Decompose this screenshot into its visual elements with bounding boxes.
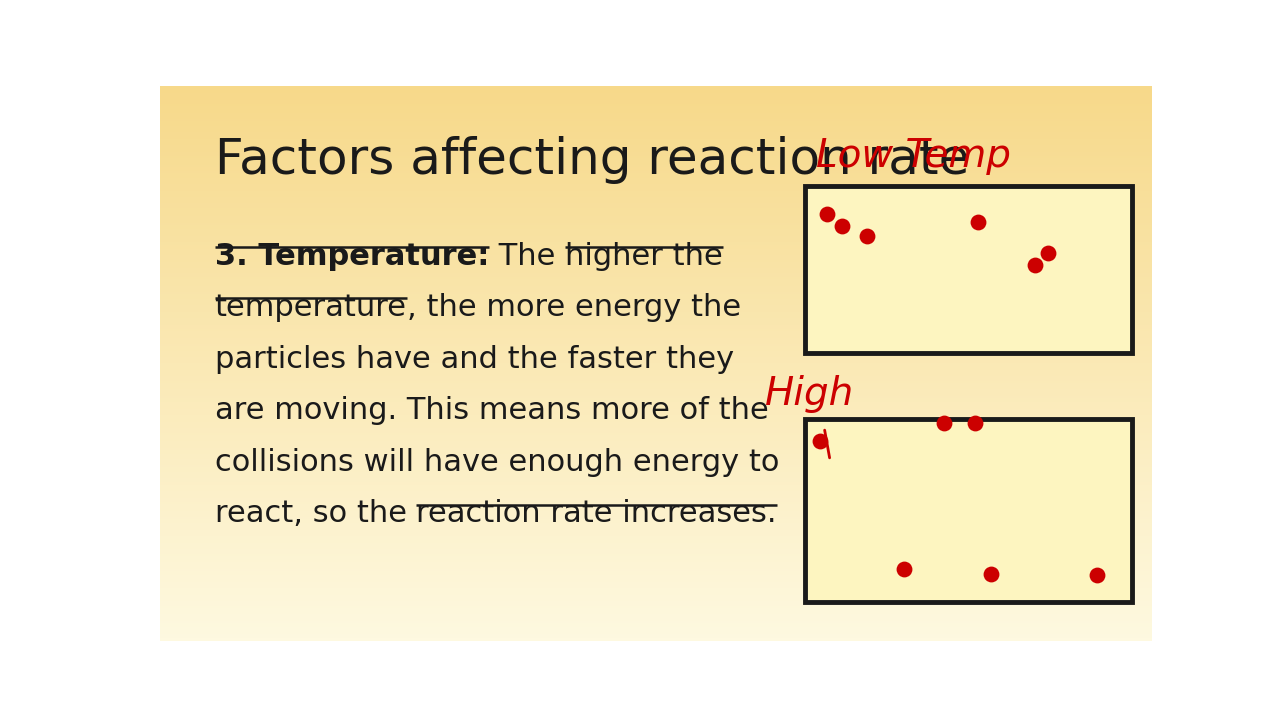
Text: higher the: higher the bbox=[564, 242, 723, 271]
Text: The: The bbox=[489, 242, 564, 271]
Point bbox=[817, 208, 837, 220]
Text: temperature: temperature bbox=[215, 293, 407, 322]
Text: reaction rate increases.: reaction rate increases. bbox=[416, 500, 777, 528]
Bar bbox=[805, 419, 1133, 602]
Point bbox=[933, 417, 954, 428]
Point bbox=[858, 230, 878, 242]
Text: Low Temp: Low Temp bbox=[817, 137, 1011, 175]
Point bbox=[809, 436, 829, 447]
Text: particles have and the faster they: particles have and the faster they bbox=[215, 345, 733, 374]
Text: react, so the: react, so the bbox=[215, 500, 416, 528]
Text: 3. Temperature:: 3. Temperature: bbox=[215, 242, 489, 271]
Text: Factors affecting reaction rate: Factors affecting reaction rate bbox=[215, 136, 969, 184]
Bar bbox=[805, 186, 1133, 353]
Point bbox=[832, 220, 852, 232]
Text: collisions will have enough energy to: collisions will have enough energy to bbox=[215, 448, 780, 477]
Point bbox=[1025, 259, 1046, 271]
Point bbox=[893, 563, 914, 575]
Point bbox=[968, 217, 988, 228]
Point bbox=[980, 569, 1001, 580]
Text: are moving. This means more of the: are moving. This means more of the bbox=[215, 396, 768, 426]
Point bbox=[1087, 570, 1107, 581]
Point bbox=[1038, 247, 1059, 258]
Text: High: High bbox=[765, 375, 854, 413]
Point bbox=[965, 417, 986, 428]
Text: , the more energy the: , the more energy the bbox=[407, 293, 741, 322]
